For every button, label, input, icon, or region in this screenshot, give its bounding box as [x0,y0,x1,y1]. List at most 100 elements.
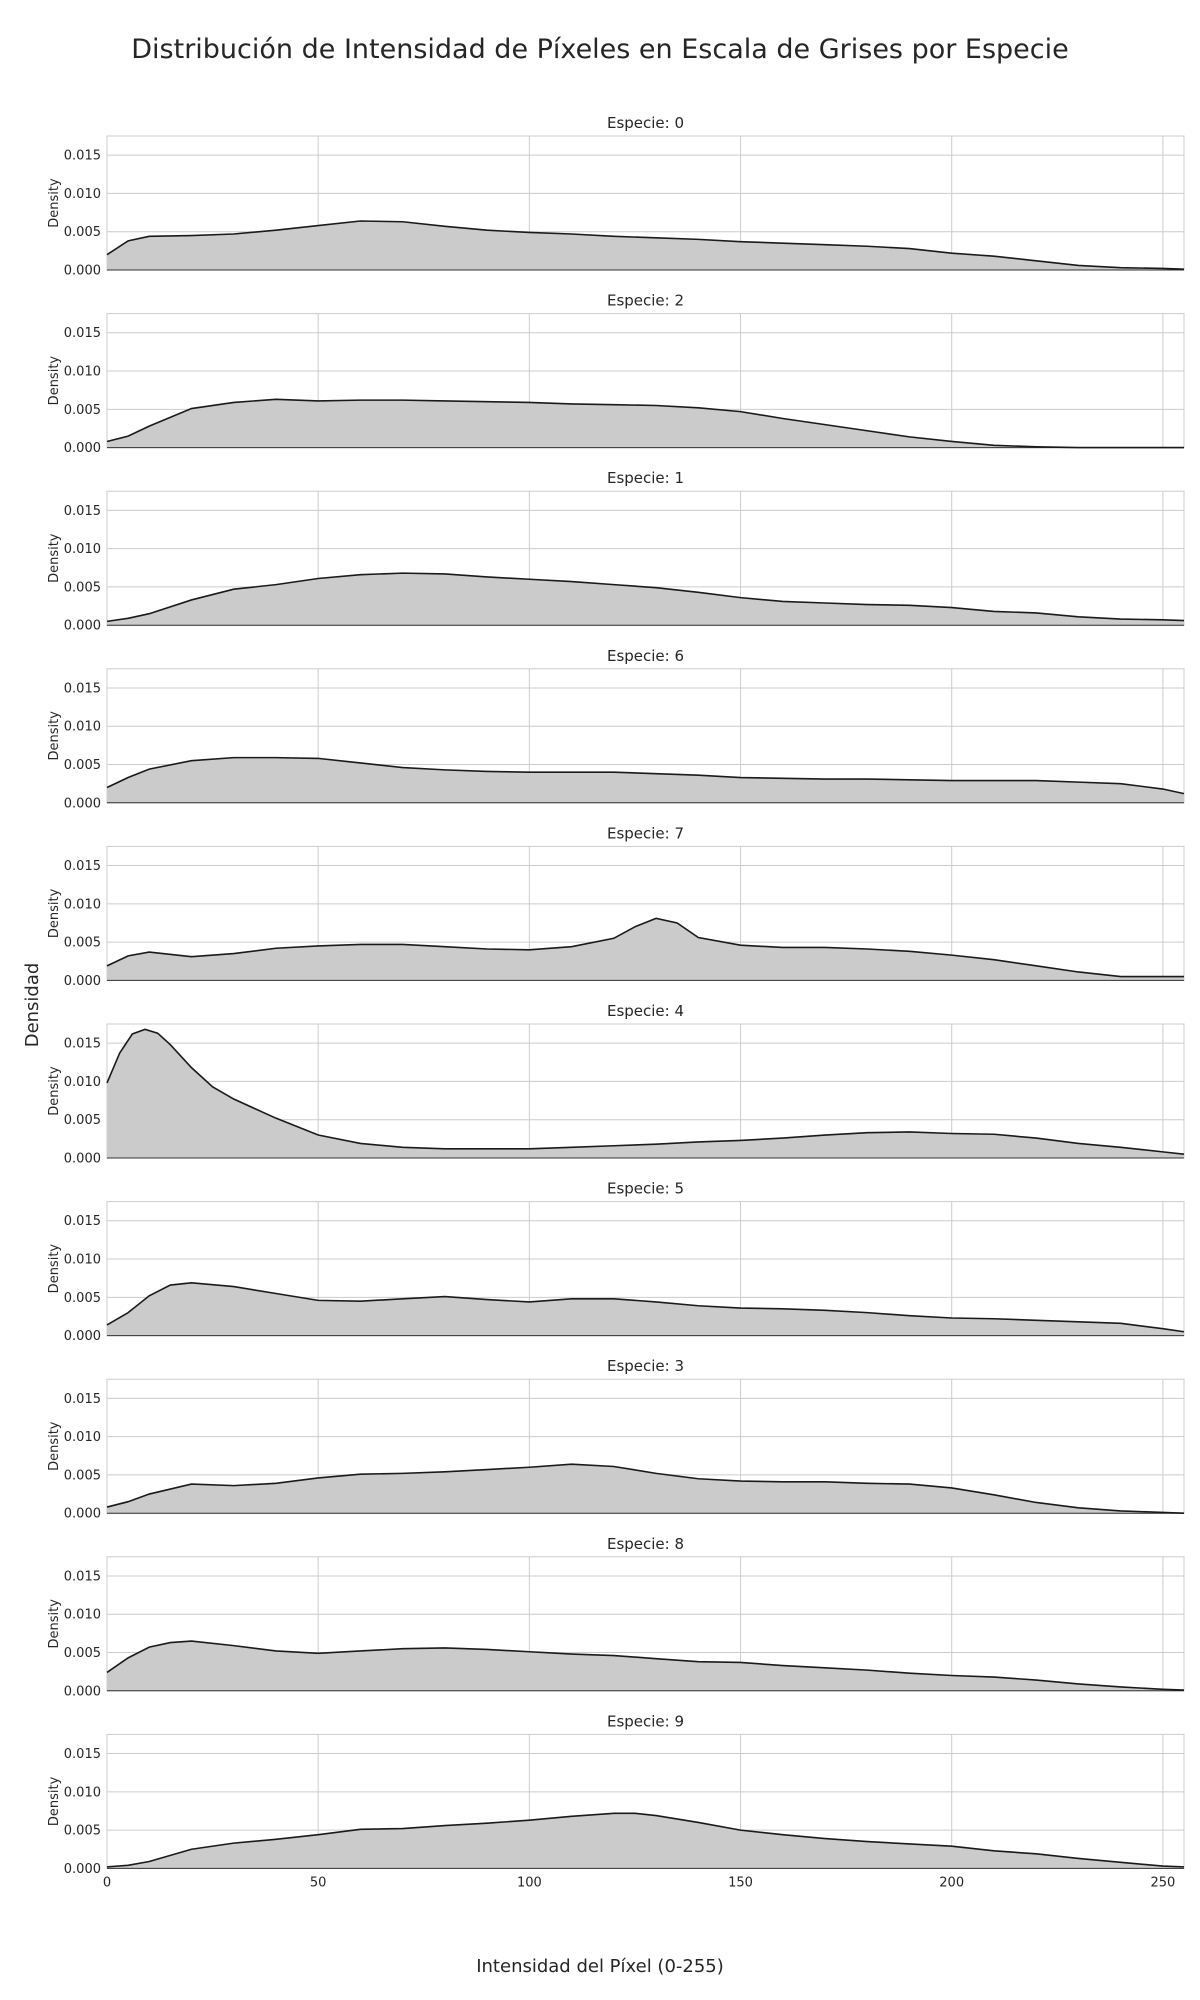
y-tick-label: 0.005 [64,225,101,240]
kde-area-species-6 [107,757,1184,803]
kde-area-species-0 [107,220,1184,270]
y-tick-label: 0.000 [64,1507,101,1522]
y-tick-label: 0.010 [64,1785,101,1800]
kde-line-species-9 [106,1812,1185,1868]
panel-y-axis-label: Density [47,1244,62,1294]
panel-title: Especie: 0 [607,114,684,132]
y-tick-label: 0.010 [64,1608,101,1623]
y-tick-label: 0.000 [64,1684,101,1699]
kde-area-species-1 [107,573,1184,626]
y-tick-label: 0.015 [64,1569,101,1584]
panel-y-axis-label: Density [47,1599,62,1649]
x-tick-label: 200 [939,1875,964,1890]
panel-title: Especie: 7 [607,824,684,842]
panel-y-axis-label: Density [47,1421,62,1471]
panel-y-axis-label: Density [47,711,62,761]
y-tick-label: 0.010 [64,187,101,202]
y-tick-label: 0.000 [64,974,101,989]
figure-title: Distribución de Intensidad de Píxeles en… [131,34,1069,65]
y-tick-label: 0.015 [64,1214,101,1229]
y-tick-label: 0.015 [64,1037,101,1052]
x-tick-label: 250 [1150,1875,1175,1890]
panel-y-axis-label: Density [47,533,62,583]
y-tick-label: 0.010 [64,542,101,557]
y-tick-label: 0.015 [64,1747,101,1762]
y-tick-label: 0.005 [64,758,101,773]
panel-title: Especie: 3 [607,1357,684,1375]
y-tick-label: 0.005 [64,1824,101,1839]
kde-line-species-7 [106,917,1184,978]
y-tick-label: 0.005 [64,1113,101,1128]
kde-area-species-7 [107,918,1184,981]
y-tick-label: 0.005 [64,1468,101,1483]
figure-y-axis-label: Densidad [22,963,43,1048]
y-tick-label: 0.000 [64,441,101,456]
x-tick-label: 50 [310,1875,327,1890]
y-tick-label: 0.015 [64,1392,101,1407]
y-tick-label: 0.015 [64,149,101,164]
y-tick-label: 0.000 [64,1329,101,1344]
y-tick-label: 0.010 [64,365,101,380]
kde-area-species-3 [107,1464,1184,1514]
panel-title: Especie: 1 [607,469,684,487]
kde-line-species-5 [106,1281,1185,1333]
panel-y-axis-label: Density [47,1066,62,1116]
panel-y-axis-label: Density [47,1776,62,1826]
y-tick-label: 0.010 [64,1253,101,1268]
y-tick-label: 0.005 [64,1646,101,1661]
y-tick-label: 0.000 [64,796,101,811]
panel-title: Especie: 9 [607,1712,684,1730]
y-tick-label: 0.000 [64,264,101,279]
panel-y-axis-label: Density [47,356,62,406]
kde-line-species-0 [106,220,1185,271]
panel-title: Especie: 6 [607,647,684,665]
y-tick-label: 0.005 [64,580,101,595]
figure-x-axis-label: Intensidad del Píxel (0-255) [476,1956,724,1977]
y-tick-label: 0.015 [64,859,101,874]
y-tick-label: 0.000 [64,1152,101,1167]
y-tick-label: 0.005 [64,936,101,951]
x-tick-label: 150 [728,1875,753,1890]
kde-line-species-4 [106,1028,1185,1155]
x-tick-label: 0 [103,1875,111,1890]
y-tick-label: 0.015 [64,681,101,696]
y-tick-label: 0.010 [64,720,101,735]
panels-group: Especie: 00.0000.0050.0100.015DensityEsp… [47,114,1185,1890]
kde-area-species-9 [107,1813,1184,1869]
kde-line-species-3 [106,1463,1185,1514]
kde-line-species-6 [106,756,1185,795]
kde-line-species-8 [106,1640,1185,1691]
kde-area-species-2 [107,399,1184,448]
y-tick-label: 0.010 [64,1430,101,1445]
y-tick-label: 0.000 [64,619,101,634]
y-tick-label: 0.010 [64,897,101,912]
panel-title: Especie: 5 [607,1180,684,1198]
kde-line-species-1 [106,572,1185,623]
kde-line-species-2 [106,398,1184,449]
panel-title: Especie: 8 [607,1535,684,1553]
kde-area-species-5 [107,1282,1184,1336]
y-tick-label: 0.015 [64,504,101,519]
y-tick-label: 0.005 [64,1291,101,1306]
panel-title: Especie: 2 [607,292,684,310]
y-tick-label: 0.005 [64,403,101,418]
panel-y-axis-label: Density [47,178,62,228]
x-tick-label: 100 [517,1875,542,1890]
kde-area-species-8 [107,1641,1184,1691]
y-tick-label: 0.015 [64,326,101,341]
kde-area-species-4 [107,1029,1184,1158]
panel-y-axis-label: Density [47,888,62,938]
y-tick-label: 0.000 [64,1862,101,1877]
